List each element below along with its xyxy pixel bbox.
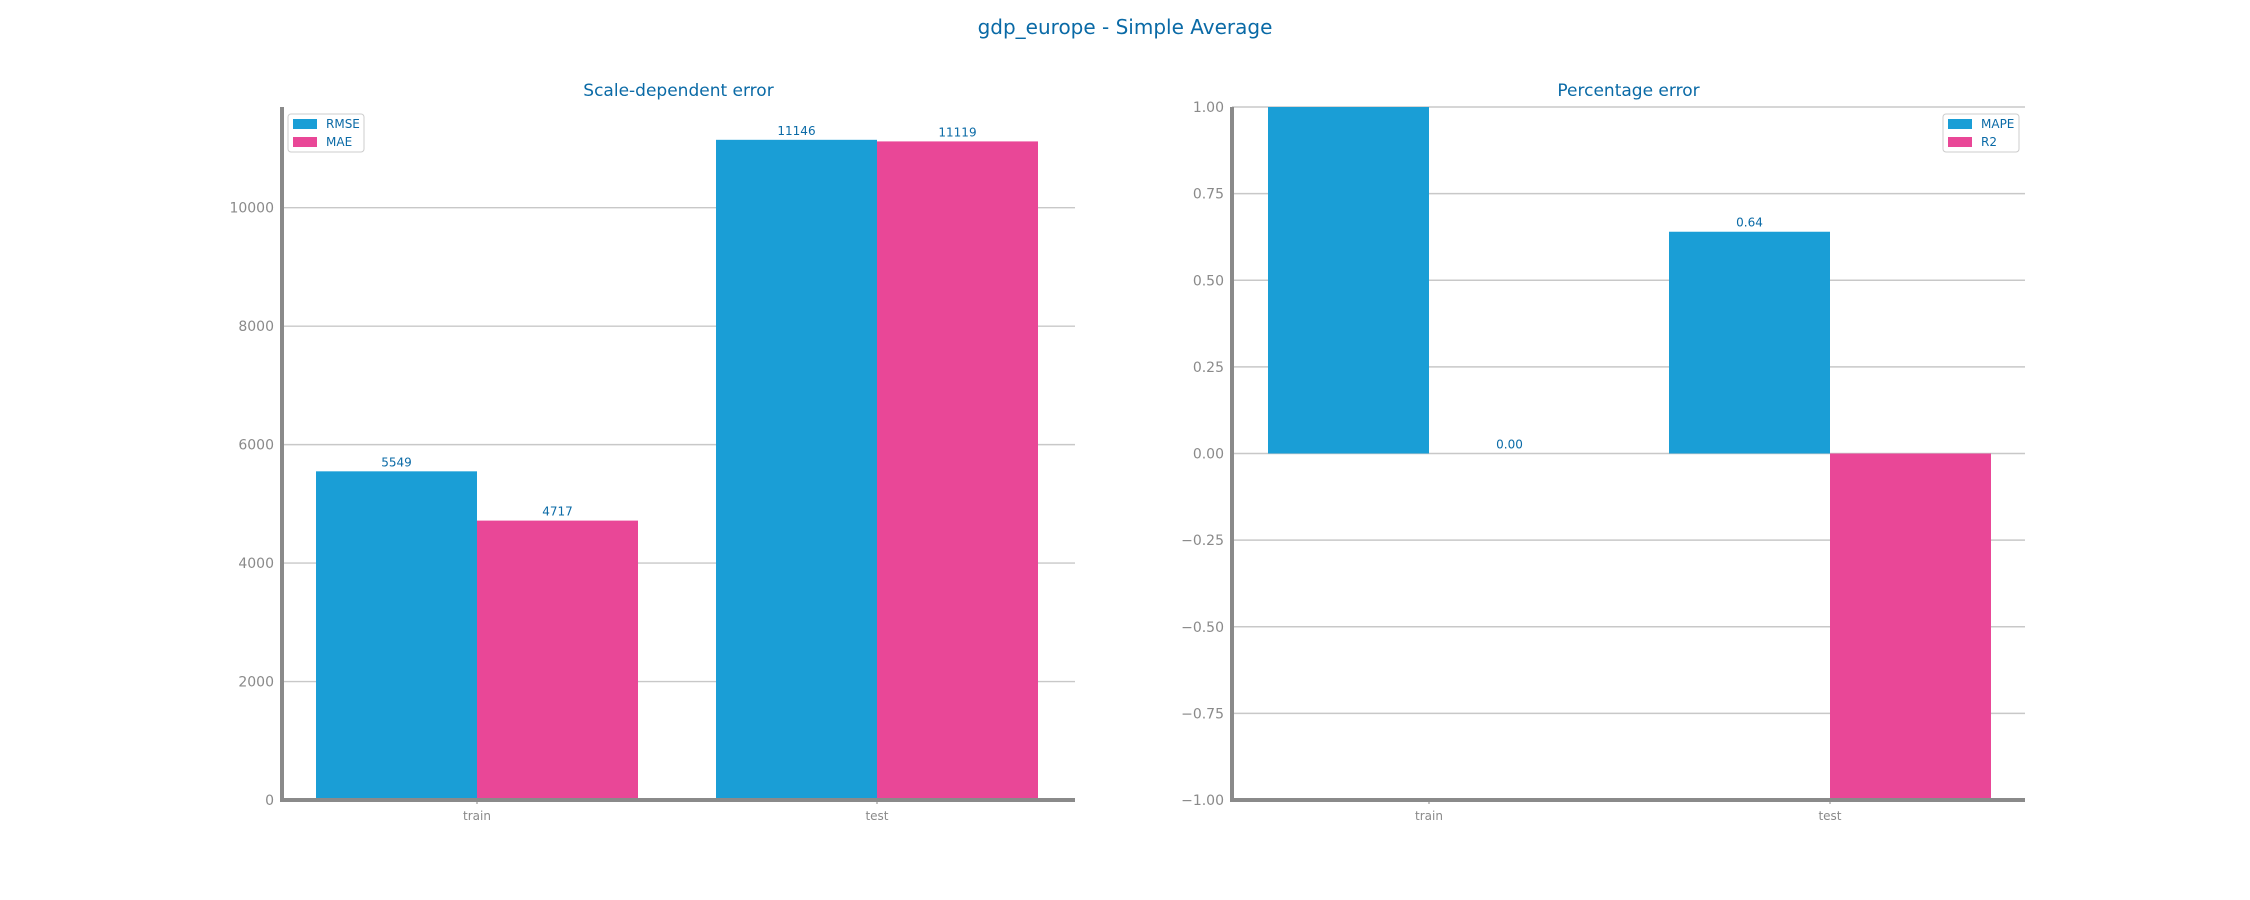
bar-mape-test — [1669, 231, 1830, 454]
panel-scale-dependent-error: Scale-dependent error 0 2000 4000 6000 8000 10… — [229, 81, 1075, 823]
legend-swatch-mape — [1948, 119, 1972, 129]
y-tick-label: 8000 — [238, 319, 274, 335]
y-tick-label: 10000 — [229, 201, 274, 217]
panel-title: Percentage error — [1557, 81, 1699, 101]
legend: RMSE MAE — [287, 113, 365, 153]
data-label: 5549 — [381, 455, 412, 469]
bar-mae-test — [877, 141, 1038, 800]
legend-label-r2: R2 — [1981, 135, 1997, 149]
panel-percentage-error: Percentage error −1.00 −0.75 −0.50 −0.25 0.00… — [1181, 81, 2025, 823]
bar-mae-train — [477, 520, 638, 800]
legend-label-mae: MAE — [326, 135, 352, 149]
legend-swatch-r2 — [1948, 137, 1972, 147]
legend-label-rmse: RMSE — [326, 117, 360, 131]
y-tick-label: −0.25 — [1181, 533, 1224, 549]
y-tick-label: 0 — [265, 793, 274, 809]
panel-title: Scale-dependent error — [583, 81, 773, 101]
y-tick-label: 0.25 — [1193, 360, 1224, 376]
y-tick-label: 2000 — [238, 675, 274, 691]
x-tick-label: test — [865, 809, 888, 823]
legend-swatch-mae — [293, 137, 317, 147]
data-label: 0.00 — [1496, 438, 1523, 452]
x-tick-label: train — [463, 809, 491, 823]
x-tick-label: test — [1818, 809, 1841, 823]
y-tick-label: 6000 — [238, 438, 274, 454]
y-tick-label: 0.00 — [1193, 447, 1224, 463]
y-tick-label: 4000 — [238, 556, 274, 572]
legend-swatch-rmse — [293, 119, 317, 129]
legend-label-mape: MAPE — [1981, 117, 2014, 131]
legend: MAPE R2 — [1942, 113, 2020, 153]
data-label: 11119 — [938, 125, 976, 139]
figure-title: gdp_europe - Simple Average — [978, 15, 1273, 39]
data-label: 4717 — [542, 505, 573, 519]
y-tick-label: 0.75 — [1193, 187, 1224, 203]
bar-rmse-train — [316, 471, 477, 800]
y-tick-label: −1.00 — [1181, 793, 1224, 809]
bar-rmse-test — [716, 139, 877, 800]
data-label: 11146 — [777, 124, 815, 138]
y-tick-label: −0.50 — [1181, 620, 1224, 636]
bar-r2-test — [1830, 453, 1991, 800]
data-label: 0.64 — [1736, 216, 1763, 230]
bar-mape-train — [1268, 107, 1429, 454]
y-tick-label: 0.50 — [1193, 273, 1224, 289]
y-tick-label: 1.00 — [1193, 100, 1224, 116]
x-tick-label: train — [1415, 809, 1443, 823]
y-tick-label: −0.75 — [1181, 706, 1224, 722]
